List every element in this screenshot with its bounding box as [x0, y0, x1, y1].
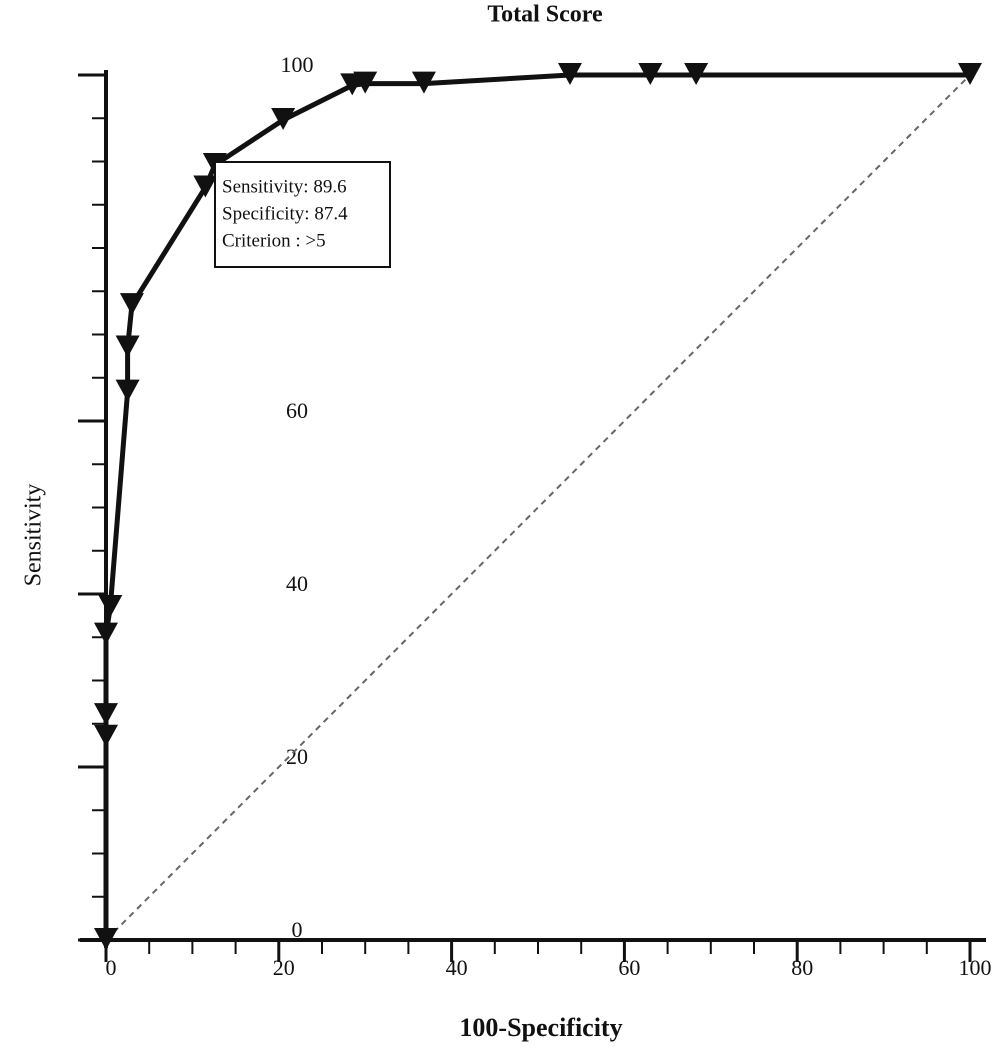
y-axis-label: Sensitivity: [21, 484, 47, 587]
annotation-line: Criterion : >5: [222, 230, 326, 251]
point-marker: [193, 175, 218, 198]
x-tick-label: 0: [106, 955, 117, 980]
point-marker: [115, 379, 140, 402]
point-marker: [557, 63, 582, 85]
point-marker: [119, 293, 144, 316]
point-marker: [94, 928, 118, 950]
point-marker: [684, 63, 709, 85]
x-tick-label: 60: [618, 955, 640, 980]
x-tick-label: 80: [791, 955, 813, 980]
point-marker: [353, 71, 378, 94]
y-tick-label: 40: [286, 571, 308, 596]
point-marker: [98, 594, 123, 617]
y-tick-label: 100: [281, 52, 314, 77]
point-marker: [411, 71, 436, 94]
point-marker: [94, 703, 118, 726]
x-tick-label: 40: [446, 955, 468, 980]
chart-title: Total Score: [487, 2, 603, 28]
reference-diagonal: [105, 74, 971, 941]
x-tick-label: 20: [273, 955, 295, 980]
point-marker: [94, 622, 118, 645]
point-marker: [958, 63, 982, 85]
point-marker: [115, 335, 140, 358]
annotation-line: Sensitivity: 89.6: [222, 176, 347, 197]
y-tick-label: 60: [286, 398, 308, 423]
y-tick-label: 0: [292, 917, 303, 942]
point-marker: [271, 107, 296, 130]
annotation-box: [214, 161, 391, 268]
y-tick-label: 20: [286, 744, 308, 769]
annotation-line: Specificity: 87.4: [222, 203, 348, 224]
point-marker: [638, 63, 663, 85]
point-marker: [94, 724, 118, 747]
x-axis-label: 100-Specificity: [459, 1013, 622, 1042]
x-tick-label: 100: [959, 955, 992, 980]
